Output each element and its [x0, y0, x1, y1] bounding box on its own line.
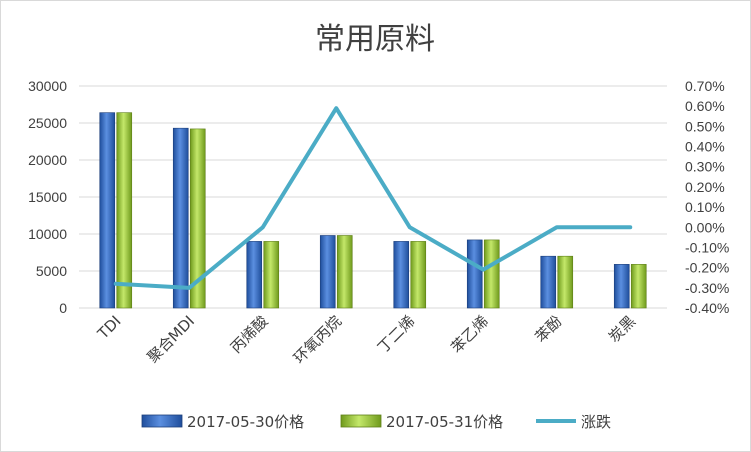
bar [630, 264, 647, 309]
y-left-tick-label: 15000 [28, 189, 67, 205]
category-label: 聚合MDI [144, 312, 198, 366]
bar [466, 239, 483, 309]
bar [613, 264, 630, 309]
y-left-tick-label: 20000 [28, 152, 67, 168]
bar [393, 241, 410, 309]
chart-title: 常用原料 [315, 22, 435, 57]
y-right-tick-label: 0.00% [685, 219, 725, 235]
y-right-tick-label: -0.40% [685, 300, 729, 316]
legend-swatch [141, 414, 183, 428]
y-left-tick-label: 30000 [28, 78, 67, 94]
legend-label: 涨跌 [581, 413, 611, 431]
bar [172, 127, 189, 309]
category-label: 丙烯酸 [227, 312, 272, 357]
bar [319, 235, 336, 309]
left-axis: 0 5000 10000 15000 20000 25000 30000 [28, 78, 67, 316]
y-left-tick-label: 10000 [28, 226, 67, 242]
y-left-tick-label: 25000 [28, 115, 67, 131]
legend-label: 2017-05-31价格 [386, 413, 503, 431]
bar [540, 255, 557, 309]
change-line [113, 106, 633, 290]
category-labels: TDI 聚合MDI 丙烯酸 环氧丙烷 丁二烯 苯乙烯 苯酚 炭黑 [93, 312, 639, 367]
bar [189, 128, 206, 309]
gridlines [79, 85, 667, 309]
y-right-tick-label: -0.20% [685, 260, 729, 276]
y-right-tick-label: -0.10% [685, 239, 729, 255]
category-label: 环氧丙烷 [290, 312, 345, 367]
line-series [113, 106, 633, 290]
bar [336, 235, 353, 309]
legend-label: 2017-05-30价格 [187, 413, 304, 431]
bar [483, 239, 500, 309]
bar [116, 112, 133, 309]
y-right-tick-label: 0.20% [685, 179, 725, 195]
y-right-tick-label: 0.60% [685, 98, 725, 114]
y-left-tick-label: 0 [59, 300, 67, 316]
y-right-tick-label: 0.10% [685, 199, 725, 215]
category-label: TDI [93, 312, 124, 343]
legend: 2017-05-30价格 2017-05-31价格 涨跌 [141, 413, 611, 431]
y-right-tick-label: -0.30% [685, 280, 729, 296]
bar [246, 241, 263, 309]
right-axis: -0.40% -0.30% -0.20% -0.10% 0.00% 0.10% 0.20% 0… [685, 78, 729, 316]
category-label: 苯乙烯 [448, 312, 493, 357]
bar [410, 241, 427, 309]
y-left-tick-label: 5000 [36, 263, 67, 279]
legend-swatch [340, 414, 382, 428]
y-right-tick-label: 0.70% [685, 78, 725, 94]
category-label: 炭黑 [605, 312, 639, 346]
bars [99, 112, 647, 309]
y-right-tick-label: 0.30% [685, 159, 725, 175]
bar [263, 241, 280, 309]
y-right-tick-label: 0.50% [685, 118, 725, 134]
category-label: 苯酚 [532, 312, 566, 346]
bar [557, 255, 574, 309]
category-label: 丁二烯 [374, 312, 419, 357]
bar [99, 112, 116, 309]
y-right-tick-label: 0.40% [685, 139, 725, 155]
